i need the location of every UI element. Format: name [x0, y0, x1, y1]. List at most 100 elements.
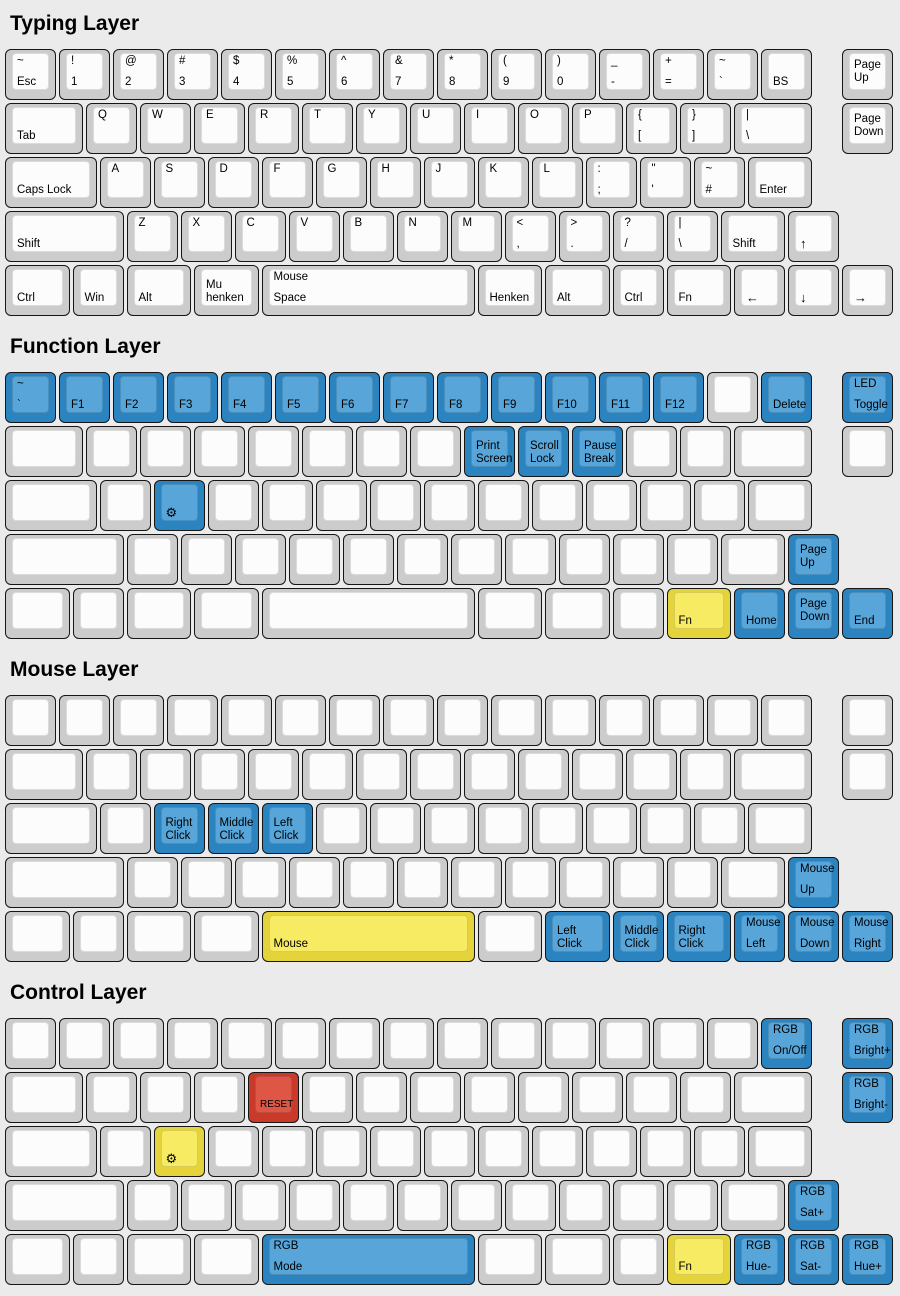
key-blank[interactable] [167, 695, 218, 746]
key-blank[interactable] [59, 695, 110, 746]
key-blank[interactable] [491, 1018, 542, 1069]
key-arrow-left[interactable]: ← [734, 265, 785, 316]
key-f7[interactable]: F7 [383, 372, 434, 423]
key-g[interactable]: G [315, 157, 367, 208]
key-blank[interactable] [842, 426, 893, 477]
key-mouse-right[interactable]: Mouse Right [842, 911, 893, 962]
key-d[interactable]: D [207, 157, 259, 208]
key-blank[interactable] [410, 426, 461, 477]
key-scroll-lock[interactable]: Scroll Lock [518, 426, 569, 477]
key-q[interactable]: Q [86, 103, 137, 154]
key-blank[interactable] [99, 1126, 151, 1177]
key-z[interactable]: Z [126, 211, 178, 262]
key-blank[interactable] [558, 857, 610, 908]
key-print-screen[interactable]: Print Screen [464, 426, 515, 477]
key-shift[interactable]: Shift [720, 211, 785, 262]
key-blank[interactable] [180, 534, 232, 585]
key-e[interactable]: E [194, 103, 245, 154]
key-blank[interactable] [140, 426, 191, 477]
key-blank[interactable] [99, 803, 151, 854]
key-rgb-bright[interactable]: RGB Bright+ [842, 1018, 893, 1069]
key-blank[interactable] [369, 480, 421, 531]
key-blank[interactable] [5, 426, 83, 477]
key-blank[interactable] [194, 1234, 259, 1285]
key-blank[interactable] [315, 1126, 367, 1177]
key-blank[interactable] [572, 1072, 623, 1123]
key-blank[interactable] [585, 480, 637, 531]
key-blank[interactable] [693, 803, 745, 854]
key-blank[interactable] [477, 1126, 529, 1177]
key-blank[interactable] [383, 695, 434, 746]
key-mouse-space[interactable]: Mouse Space [261, 265, 475, 316]
key-ctrl[interactable]: Ctrl [5, 265, 70, 316]
key-f3[interactable]: F3 [167, 372, 218, 423]
key-end[interactable]: End [842, 588, 893, 639]
key-8[interactable]: * 8 [437, 49, 488, 100]
key-blank[interactable] [666, 857, 718, 908]
key-blank[interactable] [342, 857, 394, 908]
key-f8[interactable]: F8 [437, 372, 488, 423]
key-x[interactable]: X [180, 211, 232, 262]
key-page-down[interactable]: Page Down [842, 103, 893, 154]
key-blank[interactable]: | \ [734, 103, 812, 154]
key-f4[interactable]: F4 [221, 372, 272, 423]
key-enter[interactable]: Enter [747, 157, 812, 208]
key-b[interactable]: B [342, 211, 394, 262]
key-blank[interactable] [423, 803, 475, 854]
key-blank[interactable] [140, 1072, 191, 1123]
key-right-click[interactable]: Right Click [153, 803, 205, 854]
key-blank[interactable]: ? / [612, 211, 664, 262]
key-blank[interactable] [194, 749, 245, 800]
key-right-click[interactable]: Right Click [666, 911, 731, 962]
key-blank[interactable] [545, 1234, 610, 1285]
key-blank[interactable] [86, 1072, 137, 1123]
key-mu-henken[interactable]: Mu henken [194, 265, 259, 316]
key-blank[interactable] [5, 534, 124, 585]
key-middle-click[interactable]: Middle Click [207, 803, 259, 854]
key-blank[interactable]: }] [680, 103, 731, 154]
key-rgb-sat[interactable]: RGB Sat- [788, 1234, 839, 1285]
key-blank[interactable] [761, 695, 812, 746]
key-blank[interactable] [288, 1180, 340, 1231]
key-blank[interactable] [450, 857, 502, 908]
key-3[interactable]: #3 [167, 49, 218, 100]
key-k[interactable]: K [477, 157, 529, 208]
key-blank[interactable] [693, 1126, 745, 1177]
key-blank[interactable] [5, 1018, 56, 1069]
key-2[interactable]: @2 [113, 49, 164, 100]
key-shift[interactable]: Shift [5, 211, 124, 262]
key-o[interactable]: O [518, 103, 569, 154]
key-j[interactable]: J [423, 157, 475, 208]
key-blank[interactable]: >. [558, 211, 610, 262]
key-blank[interactable] [126, 1180, 178, 1231]
key-blank[interactable]: + = [653, 49, 704, 100]
key-blank[interactable] [545, 588, 610, 639]
key-blank[interactable] [558, 534, 610, 585]
key-blank[interactable] [126, 1234, 191, 1285]
key-left-click[interactable]: Left Click [261, 803, 313, 854]
key-blank[interactable] [221, 1018, 272, 1069]
key-i[interactable]: I [464, 103, 515, 154]
key-blank[interactable] [248, 749, 299, 800]
key-blank[interactable] [275, 695, 326, 746]
key-blank[interactable] [477, 1234, 542, 1285]
key-blank[interactable] [504, 534, 556, 585]
key-blank[interactable] [396, 857, 448, 908]
key-blank[interactable] [842, 749, 893, 800]
key-blank[interactable] [113, 1018, 164, 1069]
key-blank[interactable] [666, 534, 718, 585]
key-led-toggle[interactable]: LED Toggle [842, 372, 893, 423]
key-blank[interactable] [5, 1072, 83, 1123]
key-blank[interactable] [680, 1072, 731, 1123]
key-blank[interactable] [693, 480, 745, 531]
key-blank[interactable] [504, 1180, 556, 1231]
key-blank[interactable] [5, 803, 97, 854]
key-blank[interactable] [72, 1234, 124, 1285]
key-blank[interactable] [302, 1072, 353, 1123]
key-blank[interactable] [423, 480, 475, 531]
key-r[interactable]: R [248, 103, 299, 154]
key-blank[interactable] [342, 534, 394, 585]
key-blank[interactable] [464, 749, 515, 800]
key-tab[interactable]: Tab [5, 103, 83, 154]
key-f12[interactable]: F12 [653, 372, 704, 423]
